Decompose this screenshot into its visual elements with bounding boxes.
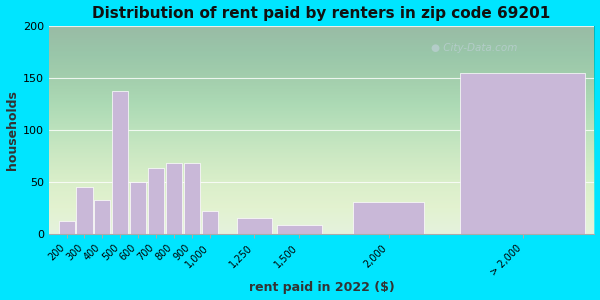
X-axis label: rent paid in 2022 ($): rent paid in 2022 ($) <box>249 281 394 294</box>
Bar <box>130 182 146 234</box>
Bar <box>460 73 586 234</box>
Bar <box>353 202 424 234</box>
Bar <box>148 168 164 234</box>
Bar <box>236 218 272 234</box>
Bar <box>112 91 128 234</box>
Title: Distribution of rent paid by renters in zip code 69201: Distribution of rent paid by renters in … <box>92 6 551 21</box>
Bar <box>94 200 110 234</box>
Bar <box>59 221 74 234</box>
Y-axis label: households: households <box>5 90 19 170</box>
Bar <box>202 211 218 234</box>
Bar <box>184 163 200 234</box>
Bar <box>166 163 182 234</box>
Text: ● City-Data.com: ● City-Data.com <box>431 43 517 53</box>
Bar <box>76 187 92 234</box>
Bar <box>277 225 322 234</box>
